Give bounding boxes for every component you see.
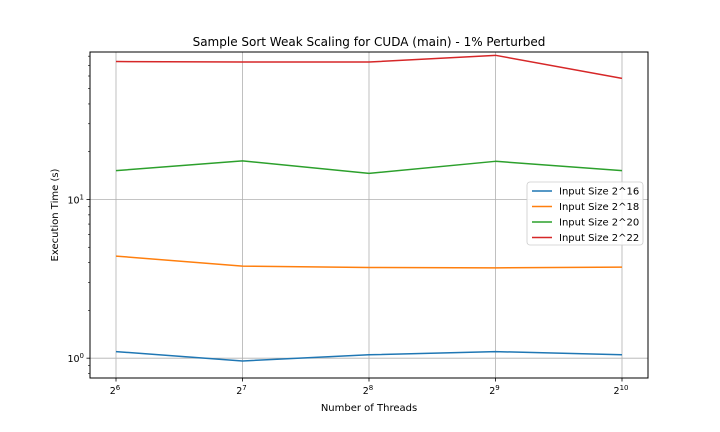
y-tick-base: 10: [67, 195, 79, 206]
x-tick-base: 2: [110, 386, 116, 397]
x-tick-exponent: 8: [369, 384, 373, 392]
x-tick-base: 2: [236, 386, 242, 397]
series-lines: [115, 54, 623, 362]
y-tick-exponent: 1: [80, 193, 84, 201]
legend-label: Input Size 2^20: [559, 218, 639, 229]
x-tick-base: 2: [489, 386, 495, 397]
x-tick-exponent: 7: [242, 384, 246, 392]
legend-label: Input Size 2^22: [559, 233, 639, 244]
legend-box: [526, 181, 644, 246]
x-tick-base: 2: [614, 386, 620, 397]
series-line-2: [115, 255, 623, 269]
x-tick-label: 210: [614, 384, 629, 397]
x-tick-label: 26: [110, 384, 121, 397]
y-tick-exponent: 0: [80, 352, 84, 360]
series-line-1: [115, 350, 623, 362]
x-tick-label: 29: [489, 384, 500, 397]
y-axis-label: Execution Time (s): [50, 168, 61, 261]
legend: Input Size 2^16 Input Size 2^18 Input Size…: [526, 181, 644, 246]
x-tick-base: 2: [363, 386, 369, 397]
y-tick-label: 101: [67, 193, 84, 206]
x-tick-exponent: 9: [495, 384, 499, 392]
x-tick-label: 28: [363, 384, 374, 397]
x-axis-label: Number of Threads: [321, 403, 417, 414]
x-tick-label: 27: [236, 384, 247, 397]
x-tick-exponent: 10: [620, 384, 629, 392]
series-line-3: [115, 160, 623, 175]
x-tick-exponent: 6: [116, 384, 121, 392]
y-tick-base: 10: [67, 354, 79, 365]
legend-label: Input Size 2^18: [559, 202, 639, 213]
chart-title: Sample Sort Weak Scaling for CUDA (main)…: [193, 35, 546, 49]
legend-label: Input Size 2^16: [559, 187, 639, 198]
series-line-4: [115, 54, 623, 80]
y-tick-label: 100: [67, 352, 84, 365]
plot-area-frame: [89, 51, 649, 379]
